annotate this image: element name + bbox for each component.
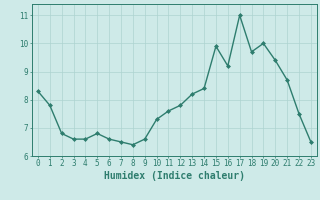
X-axis label: Humidex (Indice chaleur): Humidex (Indice chaleur): [104, 171, 245, 181]
